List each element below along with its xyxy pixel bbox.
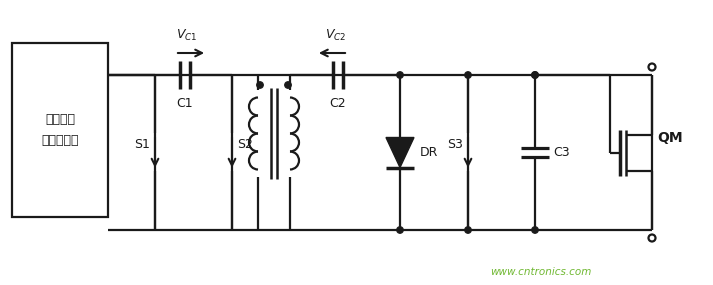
Text: S1: S1 bbox=[134, 138, 150, 151]
Bar bbox=[12, 43, 108, 217]
Text: DR: DR bbox=[420, 146, 438, 159]
Circle shape bbox=[465, 72, 471, 78]
Circle shape bbox=[397, 72, 403, 78]
Circle shape bbox=[649, 235, 655, 241]
Circle shape bbox=[532, 72, 538, 78]
Text: 脉冲宽度
调制驱动器: 脉冲宽度 调制驱动器 bbox=[41, 113, 78, 147]
Circle shape bbox=[465, 227, 471, 233]
Polygon shape bbox=[386, 137, 414, 168]
Circle shape bbox=[257, 82, 263, 88]
Circle shape bbox=[284, 82, 291, 88]
Text: C1: C1 bbox=[177, 97, 193, 110]
Text: S3: S3 bbox=[447, 138, 463, 151]
Text: $V_{C1}$: $V_{C1}$ bbox=[176, 28, 198, 43]
Text: C2: C2 bbox=[329, 97, 347, 110]
Text: QM: QM bbox=[657, 131, 682, 144]
Circle shape bbox=[532, 72, 538, 78]
Text: C3: C3 bbox=[553, 146, 570, 159]
Text: S2: S2 bbox=[237, 138, 253, 151]
Circle shape bbox=[649, 64, 655, 70]
Text: www.cntronics.com: www.cntronics.com bbox=[490, 267, 591, 277]
Circle shape bbox=[397, 227, 403, 233]
Circle shape bbox=[532, 227, 538, 233]
Text: $V_{C2}$: $V_{C2}$ bbox=[325, 28, 347, 43]
